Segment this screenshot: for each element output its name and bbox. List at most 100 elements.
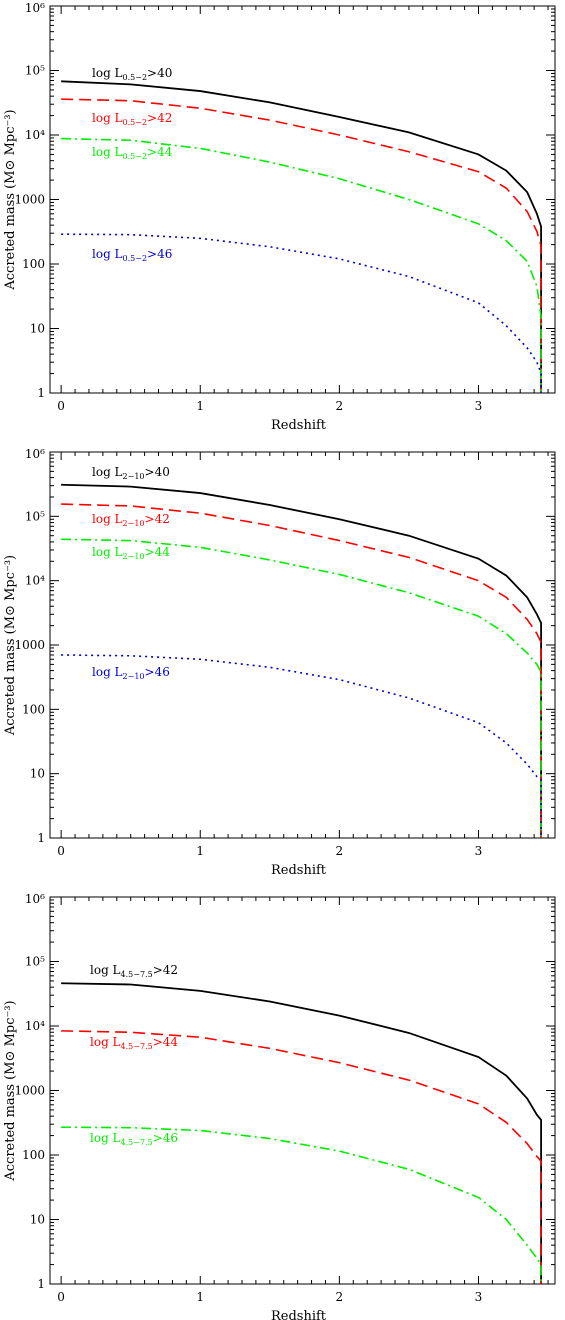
series-label-main: log L <box>92 665 123 679</box>
series-label-threshold: >44 <box>145 545 171 559</box>
y-tick-label: 10⁴ <box>25 1019 45 1033</box>
y-tick-label: 10⁴ <box>25 128 45 142</box>
series-label-subscript: 2−10 <box>123 519 145 528</box>
y-axis-title: Accreted mass (M⊙ Mpc⁻³) <box>3 1000 18 1181</box>
series-label-4: log L2−10>46 <box>92 665 170 681</box>
series-label-2: log L4.5−7.5>44 <box>90 1035 178 1051</box>
x-tick-label: 3 <box>475 1290 483 1304</box>
series-label-main: log L <box>92 465 123 479</box>
x-tick-label: 1 <box>196 399 204 413</box>
series-label-threshold: >42 <box>145 512 170 526</box>
x-tick-label: 2 <box>336 1290 344 1304</box>
y-tick-label: 10⁵ <box>25 64 45 78</box>
y-tick-label: 10⁴ <box>25 574 45 588</box>
series-label-subscript: 2−10 <box>123 472 145 481</box>
series-label-subscript: 0.5−2 <box>123 254 148 263</box>
x-tick-label: 1 <box>196 844 204 858</box>
series-label-main: log L <box>92 66 123 80</box>
chart-panel-2: 0 1 2 3110100100010⁴10⁵10⁶RedshiftAccreted … <box>3 447 556 878</box>
y-axis-title: Accreted mass (M⊙ Mpc⁻³) <box>3 555 18 736</box>
series-label-threshold: >46 <box>147 247 172 261</box>
series-label-threshold: >44 <box>153 1035 179 1049</box>
series-label-threshold: >46 <box>153 1131 178 1145</box>
series-label-subscript: 0.5−2 <box>123 118 148 127</box>
y-tick-label: 1000 <box>14 1084 45 1098</box>
plot-frame <box>49 451 556 839</box>
series-line-3 <box>61 538 542 838</box>
y-axis-title: Accreted mass (M⊙ Mpc⁻³) <box>3 109 18 290</box>
y-tick-label: 1 <box>37 1277 45 1291</box>
series-label-1: log L2−10>40 <box>92 465 170 481</box>
series-label-3: log L2−10>44 <box>92 545 170 561</box>
y-tick-label: 10⁵ <box>25 955 45 969</box>
x-axis-title: Redshift <box>271 863 327 878</box>
series-label-threshold: >44 <box>147 145 173 159</box>
series-label-threshold: >42 <box>147 111 172 125</box>
x-tick-label: 0 <box>57 844 65 858</box>
series-line-3 <box>61 1126 542 1284</box>
series-label-subscript: 0.5−2 <box>123 73 148 82</box>
series-label-main: log L <box>92 111 123 125</box>
series-line-3 <box>61 137 542 393</box>
plot-frame <box>49 896 556 1285</box>
series-line-4 <box>61 654 542 838</box>
y-tick-label: 10 <box>30 322 45 336</box>
y-tick-label: 100 <box>22 1148 45 1162</box>
series-label-main: log L <box>90 1131 121 1145</box>
series-label-main: log L <box>90 963 121 977</box>
y-tick-label: 100 <box>22 257 45 271</box>
y-tick-label: 10 <box>30 1213 45 1227</box>
y-tick-label: 1000 <box>14 638 45 652</box>
x-tick-label: 0 <box>57 399 65 413</box>
series-line-4 <box>61 233 542 393</box>
x-tick-label: 3 <box>475 399 483 413</box>
y-tick-label: 1000 <box>14 193 45 207</box>
series-line-1 <box>61 483 542 838</box>
series-label-threshold: >40 <box>145 465 170 479</box>
series-label-3: log L0.5−2>44 <box>92 145 173 161</box>
series-label-2: log L2−10>42 <box>92 512 170 528</box>
y-tick-label: 10⁶ <box>25 1 45 15</box>
series-label-subscript: 4.5−7.5 <box>121 1138 153 1147</box>
x-tick-label: 2 <box>336 844 344 858</box>
x-tick-label: 0 <box>57 1290 65 1304</box>
x-tick-label: 2 <box>336 399 344 413</box>
series-label-main: log L <box>92 247 123 261</box>
series-label-3: log L4.5−7.5>46 <box>90 1131 178 1147</box>
series-label-main: log L <box>92 145 123 159</box>
chart-panel-3: 0 1 2 3110100100010⁴10⁵10⁶RedshiftAccreted … <box>3 892 556 1320</box>
series-label-2: log L0.5−2>42 <box>92 111 172 127</box>
series-label-4: log L0.5−2>46 <box>92 247 172 263</box>
series-label-threshold: >42 <box>153 963 178 977</box>
series-line-2 <box>61 503 542 838</box>
series-label-threshold: >46 <box>145 665 170 679</box>
series-label-1: log L4.5−7.5>42 <box>90 963 178 979</box>
y-tick-label: 1 <box>37 831 45 845</box>
y-tick-label: 10⁶ <box>25 892 45 906</box>
x-axis-title: Redshift <box>271 418 327 433</box>
series-label-main: log L <box>92 545 123 559</box>
series-line-1 <box>61 80 542 393</box>
y-tick-label: 1 <box>37 386 45 400</box>
y-tick-label: 10 <box>30 767 45 781</box>
y-tick-label: 10⁵ <box>25 509 45 523</box>
series-label-main: log L <box>92 512 123 526</box>
series-line-2 <box>61 98 542 393</box>
chart-panel-1: 0 1 2 3110100100010⁴10⁵10⁶RedshiftAccreted … <box>3 1 556 433</box>
series-label-subscript: 2−10 <box>123 672 145 681</box>
series-label-main: log L <box>90 1035 121 1049</box>
x-axis-title: Redshift <box>271 1309 327 1320</box>
series-label-threshold: >40 <box>147 66 172 80</box>
y-tick-label: 10⁶ <box>25 447 45 461</box>
x-tick-label: 1 <box>196 1290 204 1304</box>
series-line-1 <box>61 982 542 1284</box>
series-label-subscript: 4.5−7.5 <box>121 970 153 979</box>
series-label-1: log L0.5−2>40 <box>92 66 172 82</box>
series-label-subscript: 4.5−7.5 <box>121 1042 153 1051</box>
plot-frame <box>49 5 556 394</box>
x-tick-label: 3 <box>475 844 483 858</box>
series-line-2 <box>61 1030 542 1284</box>
series-label-subscript: 2−10 <box>123 552 145 561</box>
y-tick-label: 100 <box>22 702 45 716</box>
